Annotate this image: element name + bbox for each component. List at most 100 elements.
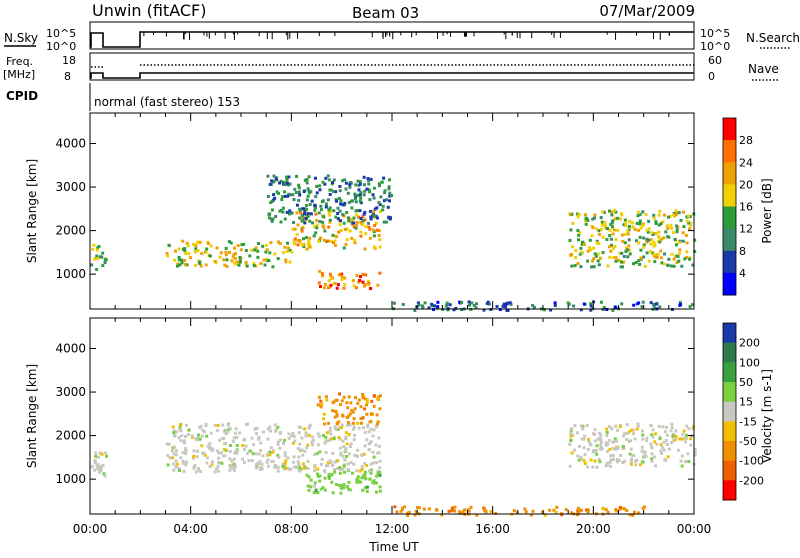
freq-tick-top: 18	[62, 54, 76, 67]
colorbar-swatch	[723, 421, 736, 442]
heatmap-cell	[630, 428, 634, 432]
heatmap-cell	[378, 210, 382, 213]
heatmap-cell	[174, 453, 178, 457]
colorbar-swatch	[723, 228, 736, 252]
heatmap-cell	[621, 265, 624, 269]
heatmap-cell	[355, 274, 359, 278]
heatmap-cell	[233, 431, 237, 435]
heatmap-cell	[681, 210, 685, 214]
heatmap-cell	[356, 193, 360, 197]
heatmap-cell	[250, 436, 254, 440]
heatmap-cell	[576, 215, 580, 219]
heatmap-cell	[322, 238, 326, 242]
heatmap-cell	[688, 305, 692, 309]
heatmap-cell	[213, 423, 217, 427]
heatmap-cell	[569, 439, 573, 443]
heatmap-cell	[586, 465, 590, 469]
heatmap-cell	[618, 507, 622, 511]
heatmap-cell	[304, 431, 308, 435]
heatmap-cell	[685, 219, 689, 223]
heatmap-cell	[670, 252, 674, 256]
heatmap-cell	[292, 434, 296, 438]
heatmap-cell	[317, 281, 321, 285]
heatmap-cell	[660, 452, 664, 455]
heatmap-cell	[597, 458, 601, 461]
heatmap-cell	[608, 447, 612, 451]
heatmap-cell	[205, 247, 209, 251]
colorbar-tick-label: 8	[739, 245, 746, 258]
heatmap-cell	[104, 258, 108, 262]
y-tick-label: 1000	[55, 472, 86, 486]
heatmap-cell	[363, 470, 367, 474]
heatmap-cell	[355, 220, 359, 224]
heatmap-cell	[222, 258, 226, 262]
heatmap-cell	[581, 241, 585, 245]
heatmap-cell	[314, 231, 318, 235]
heatmap-cell	[306, 484, 310, 488]
heatmap-cell	[339, 403, 342, 407]
heatmap-cell	[179, 456, 183, 460]
heatmap-cell	[640, 305, 644, 309]
heatmap-cell	[581, 425, 585, 428]
heatmap-cell	[332, 400, 336, 404]
heatmap-cell	[630, 221, 634, 225]
heatmap-cell	[416, 506, 419, 510]
heatmap-cell	[631, 225, 635, 229]
heatmap-cell	[235, 444, 239, 447]
heatmap-cell	[309, 212, 313, 216]
heatmap-cell	[347, 219, 351, 223]
heatmap-cell	[666, 455, 670, 459]
heatmap-cell	[272, 449, 276, 453]
heatmap-cell	[654, 222, 658, 225]
heatmap-cell	[184, 452, 188, 456]
heatmap-cell	[417, 303, 421, 307]
heatmap-cell	[387, 185, 391, 189]
x-tick-label: 04:00	[173, 522, 208, 536]
heatmap-cell	[331, 409, 335, 413]
heatmap-cell	[678, 437, 682, 441]
heatmap-cell	[306, 443, 310, 447]
heatmap-cell	[322, 434, 325, 438]
heatmap-cell	[346, 485, 350, 489]
colorbar-tick-label: 24	[739, 156, 753, 169]
heatmap-cell	[339, 491, 343, 495]
heatmap-cell	[611, 440, 615, 444]
heatmap-cell	[375, 481, 378, 485]
heatmap-cell	[235, 435, 239, 439]
colorbar-swatch	[723, 206, 736, 230]
heatmap-cell	[217, 456, 221, 460]
heatmap-cell	[626, 248, 630, 252]
heatmap-cell	[435, 508, 439, 512]
heatmap-cell	[329, 239, 333, 243]
heatmap-cell	[693, 453, 697, 457]
heatmap-cell	[326, 198, 330, 202]
heatmap-cell	[466, 508, 470, 512]
heatmap-cell	[339, 199, 343, 203]
heatmap-cell	[205, 456, 209, 460]
colorbar-frame	[722, 322, 737, 501]
heatmap-cell	[339, 486, 343, 490]
heatmap-cell	[591, 217, 595, 221]
station-title: Unwin (fitACF)	[92, 1, 206, 20]
heatmap-cell	[197, 433, 201, 437]
heatmap-cell	[375, 228, 379, 232]
heatmap-cell	[388, 217, 392, 221]
heatmap-cell	[524, 510, 528, 514]
heatmap-cell	[553, 304, 557, 307]
heatmap-cell	[628, 252, 632, 256]
heatmap-cell	[187, 252, 191, 256]
heatmap-cell	[600, 447, 604, 451]
heatmap-cell	[650, 433, 654, 437]
heatmap-cell	[295, 174, 298, 178]
heatmap-cell	[597, 229, 601, 233]
heatmap-cell	[174, 449, 178, 453]
heatmap-cell	[305, 204, 309, 208]
colorbar-swatch	[723, 272, 736, 296]
heatmap-cell	[664, 430, 667, 434]
heatmap-cell	[179, 439, 183, 443]
heatmap-cell	[578, 252, 582, 256]
heatmap-cell	[308, 236, 312, 240]
heatmap-cell	[285, 249, 289, 253]
heatmap-cell	[330, 473, 334, 477]
heatmap-cell	[336, 217, 340, 221]
